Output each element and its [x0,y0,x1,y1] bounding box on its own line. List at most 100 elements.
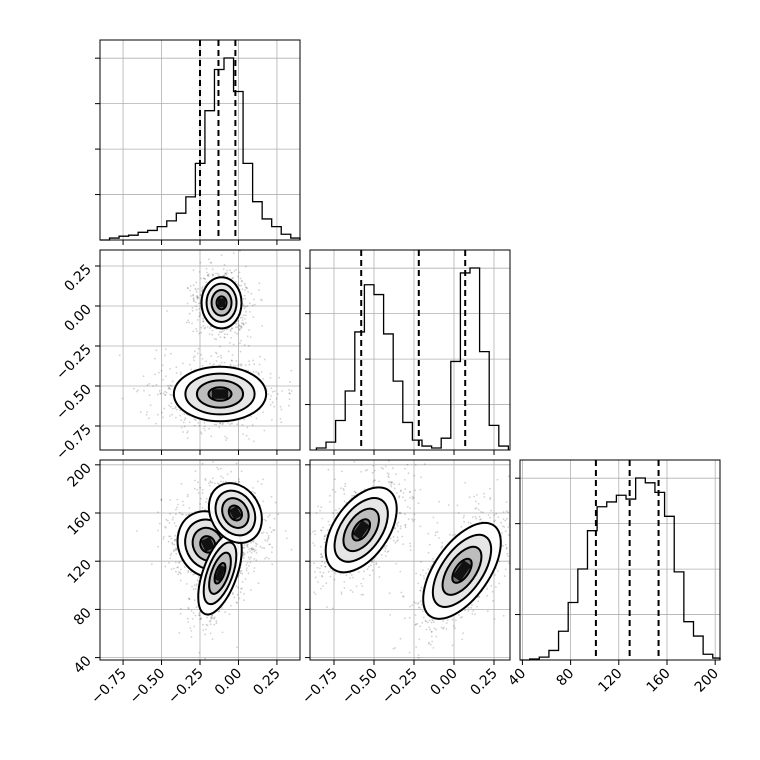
sample-point [429,628,431,631]
sample-point [320,587,322,590]
sample-point [329,494,331,497]
sample-point [146,384,149,387]
sample-point [391,445,393,447]
sample-point [252,487,254,489]
sample-point [241,288,244,290]
sample-point [506,552,509,555]
sample-point [314,576,317,579]
sample-point [366,568,369,571]
sample-point [255,545,257,548]
sample-point [230,271,233,274]
density-peak [228,506,242,520]
sample-point [203,425,206,427]
sample-point [197,287,200,290]
sample-point [446,619,449,622]
sample-point [508,562,510,565]
sample-point [253,491,255,494]
sample-point [270,551,273,554]
sample-point [489,516,491,519]
sample-point [205,623,208,626]
sample-point [263,547,266,550]
tick-label-x: −0.75 [88,666,130,708]
sample-point [232,365,235,368]
sample-point [206,326,209,328]
sample-point [389,481,391,483]
sample-point [209,620,212,622]
sample-point [205,360,208,363]
sample-point [253,550,256,553]
sample-point [203,427,205,430]
sample-point [170,537,173,540]
sample-point [200,432,203,435]
sample-point [323,535,326,538]
sample-point [421,622,424,624]
panel-frame [519,459,721,661]
sample-point [196,319,199,321]
sample-point [238,284,241,287]
sample-point [368,565,370,568]
sample-point [259,545,262,548]
sample-point [317,581,319,583]
sample-point [226,437,229,440]
sample-point [173,548,176,551]
sample-point [408,651,411,654]
sample-point [258,373,261,376]
sample-point [249,550,251,553]
sample-point [242,298,245,300]
sample-point [442,620,445,622]
sample-point [329,575,332,578]
panel-frame [309,249,511,451]
sample-point [409,507,411,510]
sample-point [225,439,227,441]
sample-point [489,487,491,490]
sample-point [255,552,258,554]
sample-point [218,610,221,612]
sample-point [313,544,316,547]
sample-point [211,364,214,367]
sample-point [253,567,256,569]
sample-point [204,429,207,432]
sample-point [241,572,244,575]
sample-point [165,526,167,529]
sample-point [211,274,214,277]
sample-point [188,321,191,324]
sample-point [214,351,217,354]
sample-point [236,283,239,286]
sample-point [228,342,231,344]
sample-point [411,495,414,498]
sample-point [220,354,222,357]
sample-point [407,472,410,475]
sample-point [507,534,510,536]
sample-point [478,595,481,598]
sample-point [199,503,202,505]
sample-point [420,561,422,563]
sample-point [175,525,177,527]
sample-point [514,550,516,552]
sample-point [246,545,249,547]
sample-point [251,547,254,550]
sample-point [233,270,236,272]
sample-point [258,363,261,366]
sample-point [158,389,161,392]
sample-point [404,488,407,491]
sample-point [173,539,176,542]
sample-point [232,343,235,346]
sample-point [334,572,337,575]
sample-point [493,520,495,523]
sample-point [495,512,498,515]
sample-point [464,481,467,484]
sample-point [314,530,316,532]
sample-point [189,289,191,292]
sample-point [399,637,402,640]
sample-point [384,555,387,557]
contour-line [200,276,243,330]
sample-point [217,468,220,471]
sample-point [428,619,431,622]
sample-point [476,605,478,608]
sample-point [243,553,245,556]
sample-point [202,320,205,323]
sample-point [421,610,424,613]
sample-point [250,415,253,417]
sample-point [192,298,195,300]
contour-line [342,507,380,553]
